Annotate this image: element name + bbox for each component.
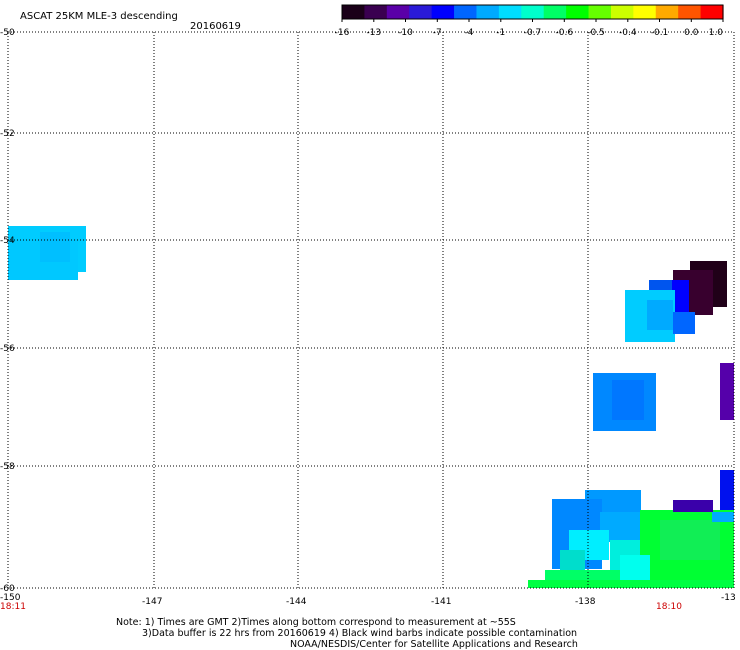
colorbar-label: -1	[496, 28, 505, 38]
lat-label: -60	[0, 584, 15, 594]
colorbar-swatch	[610, 5, 634, 19]
colorbar-label: -0.7	[524, 28, 542, 38]
map-date: 20160619	[190, 21, 241, 32]
colorbar-swatch	[431, 5, 455, 19]
colorbar-labels: -16 -13 -10 -7 -4 -1 -0.7 -0.6 -0.5 -0.4 -0.1 0.0 1.…	[335, 19, 724, 38]
swath-cell	[528, 580, 734, 588]
colorbar-label: -13	[366, 28, 381, 38]
colorbar-swatch	[521, 5, 545, 19]
data-swaths	[8, 226, 734, 588]
colorbar-swatch	[409, 5, 433, 19]
colorbar-swatch	[678, 5, 702, 19]
colorbar-swatch	[454, 5, 478, 19]
swath-cell	[647, 300, 673, 330]
colorbar-label: 1.0	[709, 28, 724, 38]
colorbar-swatch	[655, 5, 679, 19]
colorbar-label: -0.1	[651, 28, 669, 38]
lon-label: -147	[142, 597, 162, 607]
lon-label: -141	[431, 597, 451, 607]
note-line-3: NOAA/NESDIS/Center for Satellite Applica…	[290, 639, 578, 650]
colorbar	[341, 4, 724, 20]
colorbar-label: -7	[433, 28, 442, 38]
lon-label: -150	[0, 593, 21, 603]
swath-cell	[673, 500, 713, 512]
plot-frame	[7, 31, 735, 589]
colorbar-swatch	[700, 5, 724, 19]
lon-label: -144	[286, 597, 307, 607]
longitude-labels: -150 -147 -144 -141 -138 -13	[0, 593, 736, 607]
lon-label: -13	[721, 593, 736, 603]
colorbar-label: 0.0	[684, 28, 699, 38]
lat-label: -58	[0, 462, 15, 472]
swath-cell	[720, 470, 734, 510]
colorbar-swatch	[386, 5, 410, 19]
time-left: 18:11	[0, 602, 26, 612]
note-line-2: 3)Data buffer is 22 hrs from 20160619 4)…	[142, 628, 577, 639]
swath-cell	[620, 555, 650, 580]
map-title: ASCAT 25KM MLE-3 descending	[20, 11, 178, 22]
colorbar-swatch	[498, 5, 522, 19]
swath-cell	[672, 280, 689, 315]
swath-cell	[712, 512, 734, 522]
colorbar-label: -4	[465, 28, 474, 38]
swath-cell	[720, 363, 734, 420]
swath-cell	[40, 232, 70, 262]
colorbar-label: -0.6	[556, 28, 574, 38]
latitude-labels: -50 -52 -54 -56 -58 -60	[0, 28, 15, 594]
colorbar-swatch	[364, 5, 388, 19]
colorbar-swatch	[633, 5, 657, 19]
note-line-1: Note: 1) Times are GMT 2)Times along bot…	[116, 617, 516, 628]
swath-cell	[545, 570, 635, 582]
swath-cell	[560, 550, 585, 570]
lon-label: -138	[575, 597, 596, 607]
lat-label: -56	[0, 344, 15, 354]
colorbar-label: -10	[398, 28, 413, 38]
colorbar-label: -16	[335, 28, 350, 38]
lat-label: -50	[0, 28, 15, 38]
swath-cell	[612, 380, 644, 420]
colorbar-label: -0.5	[587, 28, 605, 38]
colorbar-swatch	[342, 5, 366, 19]
swath-cell	[660, 520, 720, 560]
lat-label: -52	[0, 129, 15, 139]
graticule	[8, 32, 734, 588]
colorbar-swatch	[588, 5, 612, 19]
colorbar-swatch	[566, 5, 590, 19]
time-right: 18:10	[656, 602, 682, 612]
swath-cell	[673, 312, 695, 334]
lat-label: -54	[0, 236, 15, 246]
colorbar-swatch	[476, 5, 500, 19]
colorbar-swatch	[543, 5, 567, 19]
colorbar-label: -0.4	[619, 28, 637, 38]
